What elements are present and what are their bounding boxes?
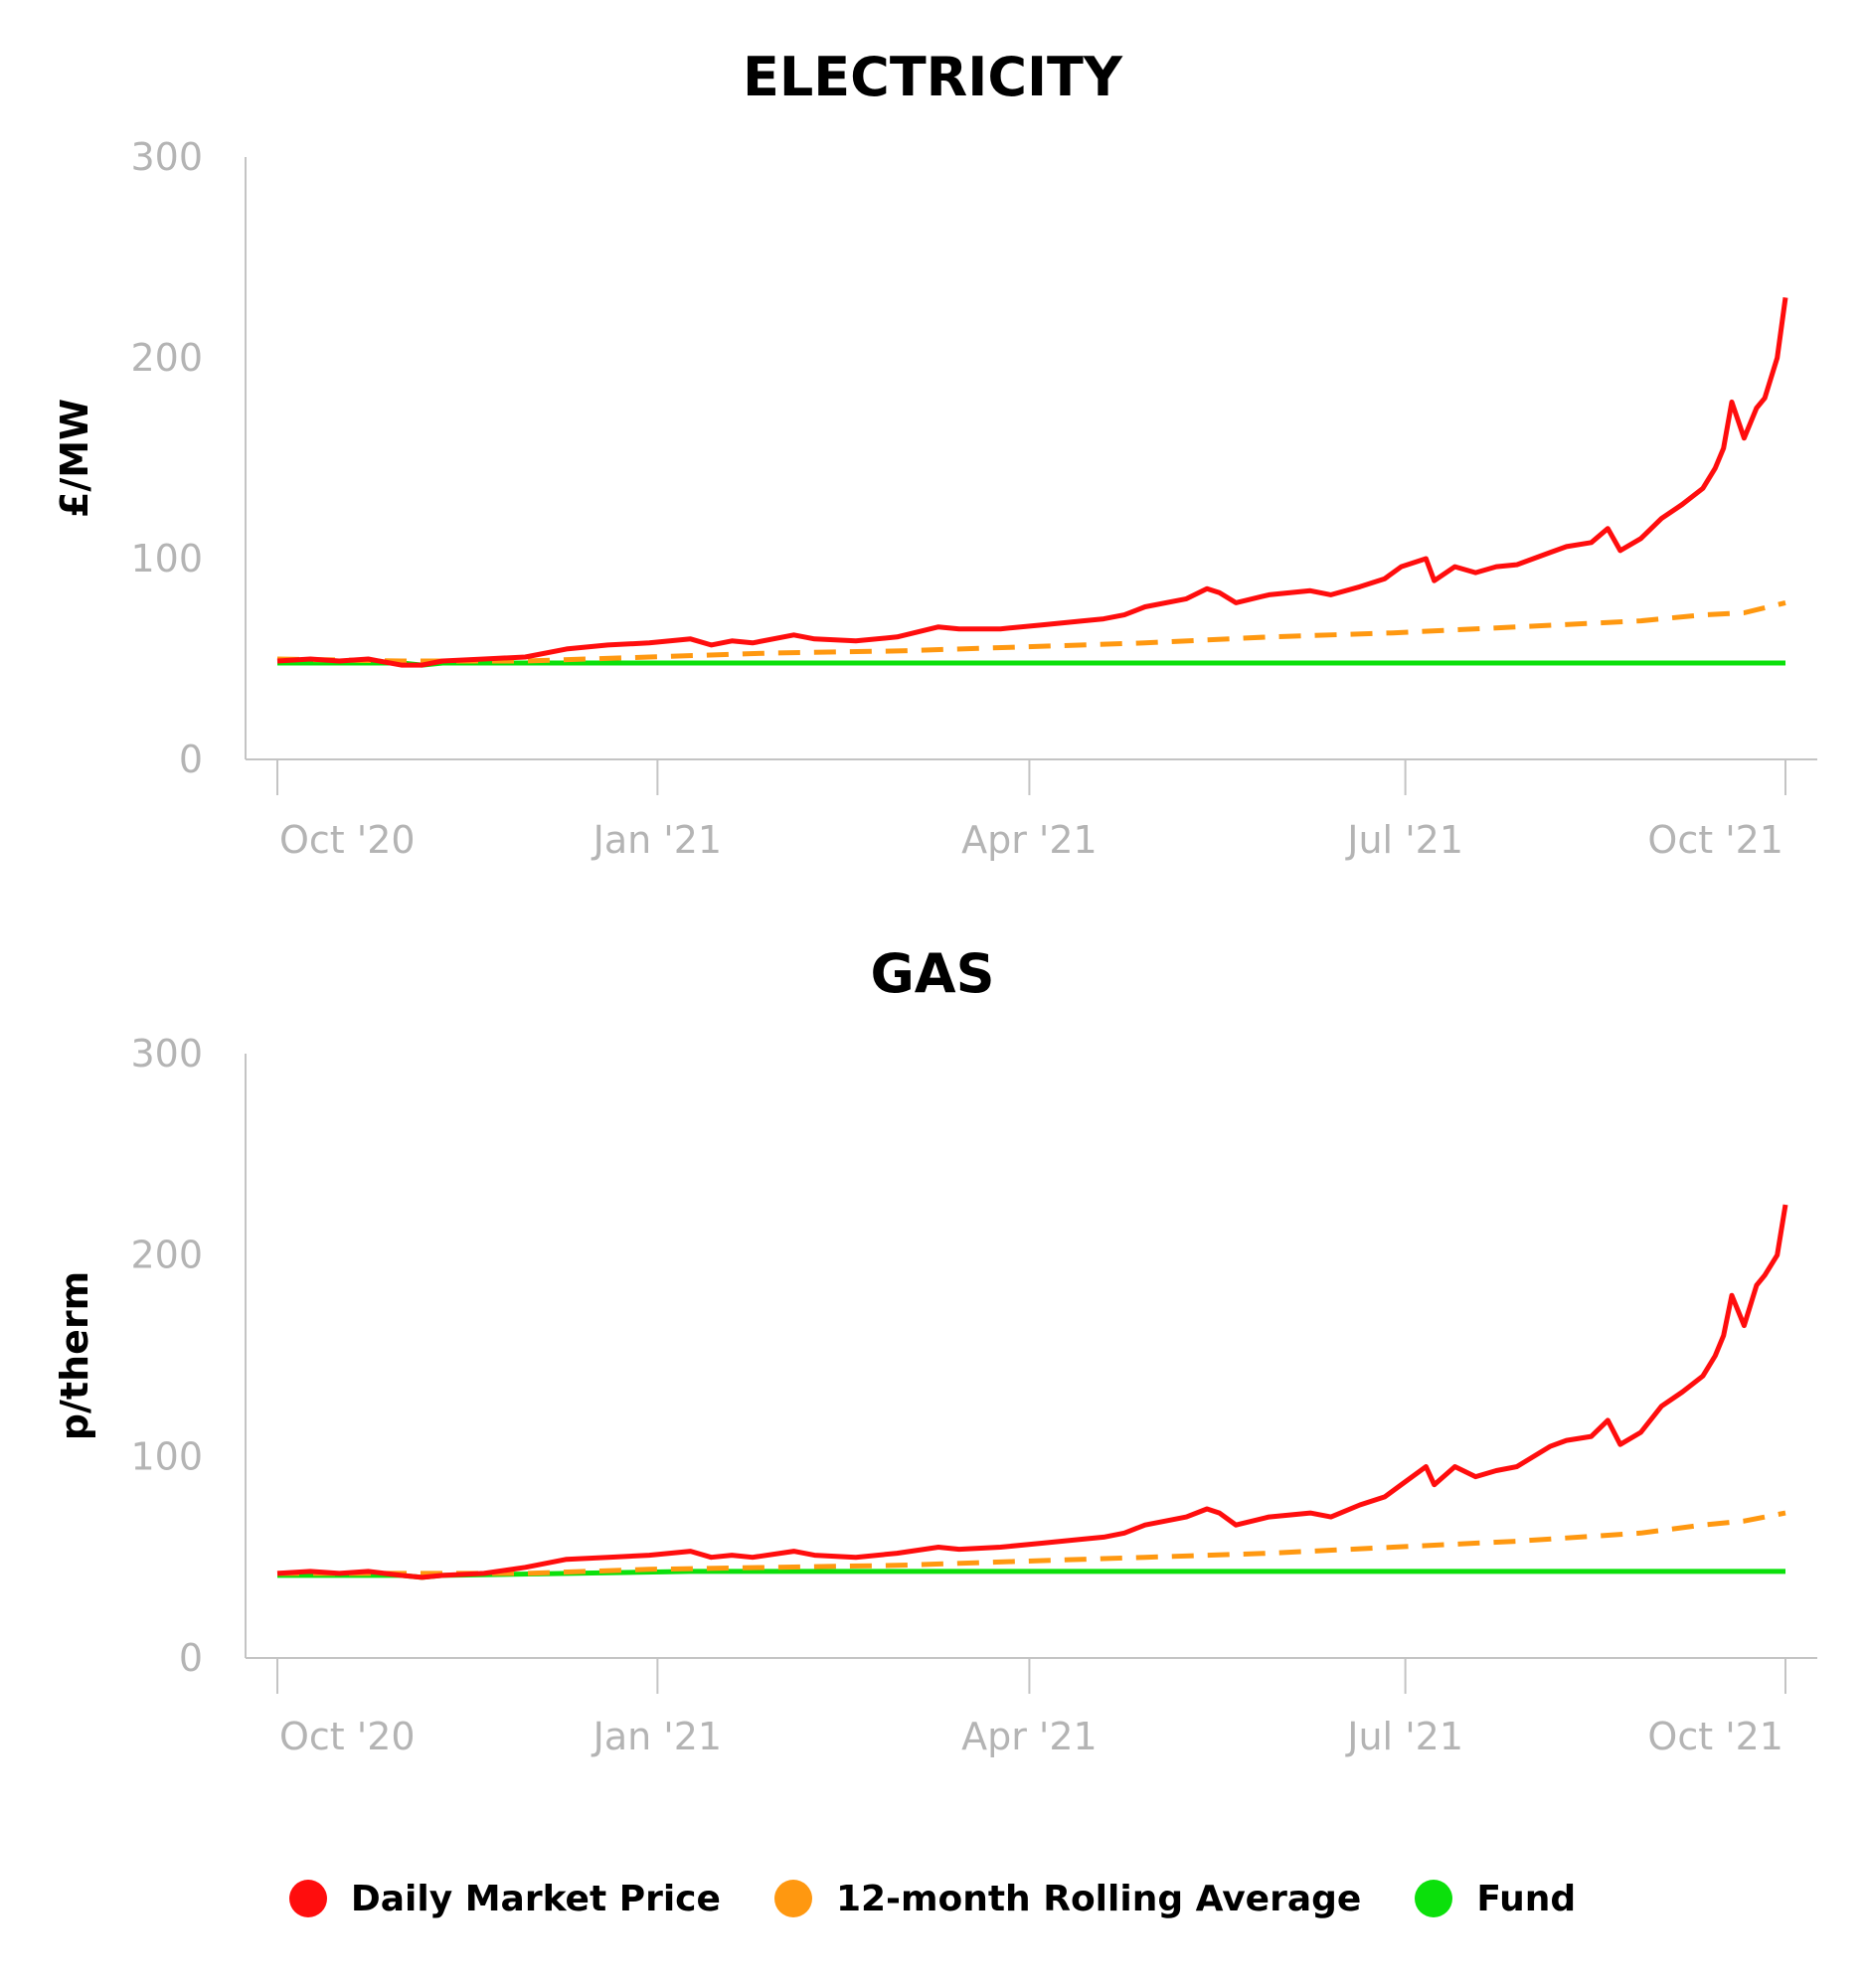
- legend-marker-fund: [1415, 1880, 1453, 1917]
- x-tick-label: Apr '21: [961, 1715, 1098, 1758]
- legend-label-daily-market-price: Daily Market Price: [350, 1878, 721, 1919]
- chart-title: GAS: [870, 942, 994, 1005]
- legend-item-daily-market-price[interactable]: Daily Market Price: [288, 1878, 721, 1919]
- x-tick-label: Oct '20: [279, 1715, 416, 1758]
- y-tick-label: 0: [179, 738, 203, 781]
- x-tick-label: Oct '21: [1647, 1715, 1783, 1758]
- legend-label-fund: Fund: [1476, 1878, 1577, 1919]
- y-tick-label: 300: [130, 135, 203, 179]
- chart-title: ELECTRICITY: [743, 46, 1123, 108]
- y-axis-title: £/MW: [53, 399, 96, 518]
- y-tick-label: 0: [179, 1636, 203, 1680]
- x-tick-label: Jan '21: [592, 818, 722, 862]
- legend-item-rolling-average[interactable]: 12-month Rolling Average: [773, 1878, 1362, 1919]
- series-line-12-month-rolling-average: [277, 1510, 1786, 1576]
- y-tick-label: 100: [130, 1434, 203, 1478]
- chart-electricity: ELECTRICITY £/MW 0 100 200 300 Oct '20 Jan '21 A…: [53, 46, 1817, 862]
- legend-marker-daily-market-price: [288, 1880, 327, 1917]
- x-tick-label: Jan '21: [592, 1715, 722, 1758]
- y-tick-label: 300: [130, 1032, 203, 1076]
- chart-gas: GAS p/therm 0 100 200 300 Oct '20 Jan '21 Apr '2…: [53, 942, 1817, 1758]
- series-line-12-month-rolling-average: [276, 599, 1786, 664]
- x-tick-label: Oct '21: [1647, 818, 1783, 862]
- x-tick-label: Jul '21: [1345, 1715, 1463, 1758]
- x-tick-label: Apr '21: [961, 818, 1098, 862]
- legend-marker-rolling-average: [773, 1880, 812, 1917]
- series-line-daily-market-price: [276, 1204, 1788, 1580]
- series-line-daily-market-price: [276, 297, 1788, 668]
- y-tick-label: 100: [130, 537, 203, 580]
- x-tick-label: Jul '21: [1345, 818, 1463, 862]
- legend-item-fund[interactable]: Fund: [1415, 1879, 1576, 1919]
- y-axis-title: p/therm: [53, 1271, 96, 1440]
- legend-label-rolling-average: 12-month Rolling Average: [835, 1878, 1362, 1919]
- x-tick-label: Oct '20: [279, 818, 416, 862]
- y-tick-label: 200: [130, 336, 203, 380]
- y-tick-label: 200: [130, 1234, 203, 1277]
- legend: Daily Market Price 12-month Rolling Aver…: [0, 1867, 1865, 1930]
